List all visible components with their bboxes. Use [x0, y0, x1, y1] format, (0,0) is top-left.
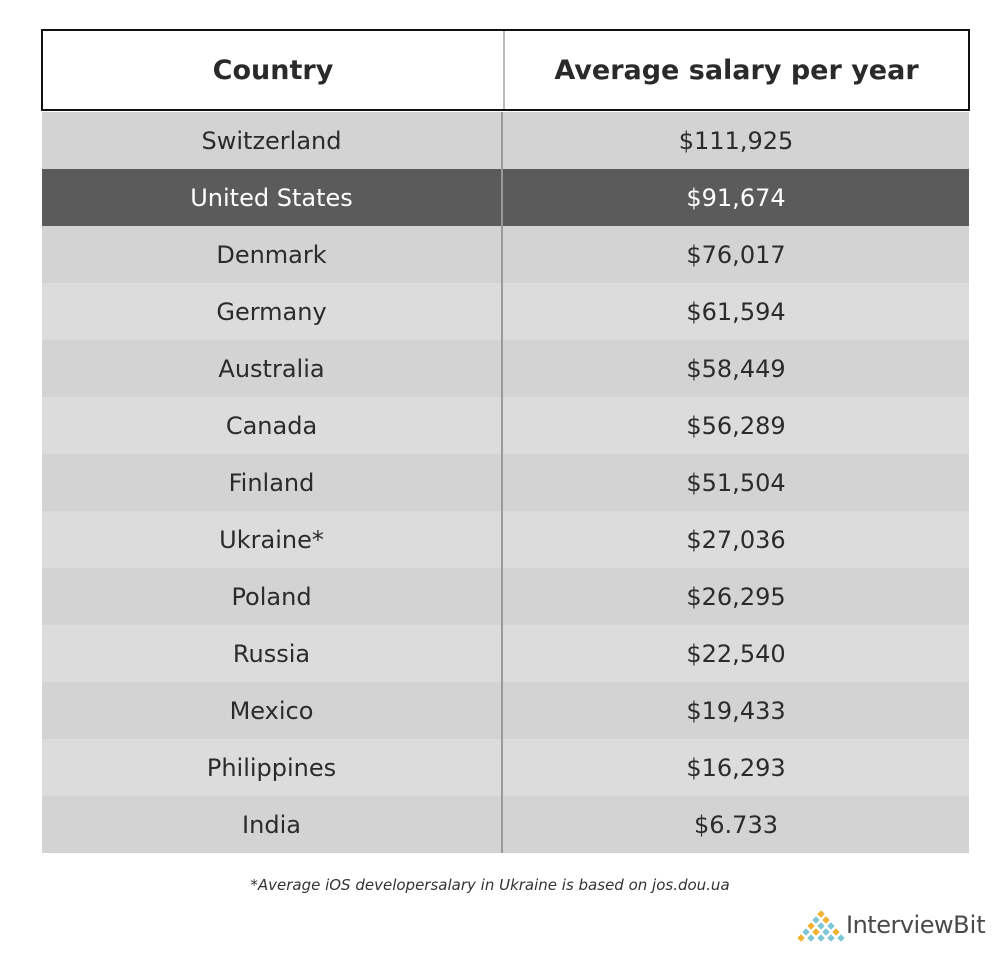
logo-text: Interview — [846, 911, 954, 939]
table-cell: Germany — [42, 283, 503, 340]
table-row: Philippines $16,293 — [42, 739, 969, 796]
table-cell: Russia — [42, 625, 503, 682]
table-cell: India — [42, 796, 503, 853]
table-cell: $91,674 — [686, 183, 786, 212]
logo-icon — [796, 909, 846, 942]
table-cell: Denmark — [42, 226, 503, 283]
table-cell: $19,433 — [686, 696, 786, 725]
table-row: Switzerland $111,925 — [42, 112, 969, 169]
table-cell: Australia — [42, 340, 503, 397]
table-body: Switzerland $111,925 United States $91,674 D… — [42, 112, 969, 853]
table-row: Mexico $19,433 — [42, 682, 969, 739]
table-cell: Mexico — [42, 682, 503, 739]
table-cell: Philippines — [42, 739, 503, 796]
table-cell: $51,504 — [686, 468, 786, 497]
table-row: Denmark $76,017 — [42, 226, 969, 283]
table-cell: $58,449 — [686, 354, 786, 383]
table-row: Germany $61,594 — [42, 283, 969, 340]
table-cell: $16,293 — [686, 753, 786, 782]
table-cell: $26,295 — [686, 582, 786, 611]
table-row: United States $91,674 — [42, 169, 969, 226]
table-row: Australia $58,449 — [42, 340, 969, 397]
header-cell: Average salary per year — [554, 54, 919, 86]
header-cell: Country — [43, 31, 505, 109]
table-cell: $27,036 — [686, 525, 786, 554]
table-row: Russia $22,540 — [42, 625, 969, 682]
table-cell: $6.733 — [694, 810, 778, 839]
table-cell: $22,540 — [686, 639, 786, 668]
logo: Interview Bit — [796, 908, 986, 942]
table-row: Ukraine* $27,036 — [42, 511, 969, 568]
table-cell: $61,594 — [686, 297, 786, 326]
table-row: Canada $56,289 — [42, 397, 969, 454]
footnote: *Average iOS developersalary in Ukraine … — [250, 876, 730, 894]
table-cell: $56,289 — [686, 411, 786, 440]
table-cell: United States — [42, 169, 503, 226]
table-cell: $76,017 — [686, 240, 786, 269]
table-cell: Finland — [42, 454, 503, 511]
table-row: Finland $51,504 — [42, 454, 969, 511]
table-row: India $6.733 — [42, 796, 969, 853]
table-cell: Switzerland — [42, 112, 503, 169]
logo-text: Bit — [953, 911, 986, 939]
table-cell: Canada — [42, 397, 503, 454]
table-cell: $111,925 — [678, 126, 794, 155]
table-cell: Ukraine* — [42, 511, 503, 568]
table-header: Country Average salary per year — [41, 29, 970, 111]
table-row: Poland $26,295 — [42, 568, 969, 625]
table-cell: Poland — [42, 568, 503, 625]
